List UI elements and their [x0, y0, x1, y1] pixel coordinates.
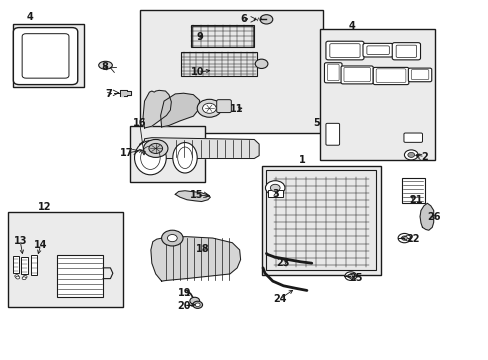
Text: 13: 13 — [14, 236, 27, 246]
Text: 1: 1 — [298, 155, 305, 165]
FancyBboxPatch shape — [325, 41, 363, 60]
FancyBboxPatch shape — [324, 63, 341, 83]
Polygon shape — [419, 203, 433, 230]
Polygon shape — [120, 90, 131, 96]
Bar — [181, 51, 256, 76]
Circle shape — [161, 230, 183, 246]
Circle shape — [397, 233, 410, 243]
Circle shape — [260, 15, 272, 24]
Text: 15: 15 — [189, 190, 203, 200]
Bar — [401, 178, 424, 203]
Circle shape — [202, 103, 216, 113]
Bar — [21, 257, 27, 274]
Text: 9: 9 — [196, 32, 203, 41]
Circle shape — [15, 275, 19, 278]
Bar — [261, 166, 380, 275]
Ellipse shape — [134, 141, 166, 175]
Circle shape — [167, 234, 177, 242]
Ellipse shape — [172, 143, 197, 173]
Text: 21: 21 — [408, 195, 422, 205]
Circle shape — [255, 59, 267, 68]
Circle shape — [16, 276, 20, 279]
Text: 2: 2 — [421, 152, 427, 162]
Text: 18: 18 — [196, 244, 209, 254]
Text: 10: 10 — [190, 67, 204, 77]
Text: 25: 25 — [348, 273, 362, 283]
Text: 26: 26 — [426, 212, 440, 221]
Bar — [266, 170, 375, 270]
Circle shape — [344, 272, 356, 280]
Circle shape — [143, 139, 167, 157]
Text: 8: 8 — [102, 62, 108, 72]
FancyBboxPatch shape — [325, 123, 339, 145]
Polygon shape — [151, 237, 240, 281]
FancyBboxPatch shape — [372, 67, 408, 85]
Bar — [31, 255, 37, 275]
FancyBboxPatch shape — [407, 68, 431, 82]
Ellipse shape — [99, 61, 112, 69]
Circle shape — [22, 277, 26, 280]
Circle shape — [270, 184, 280, 192]
Text: 19: 19 — [178, 288, 191, 298]
Circle shape — [401, 236, 407, 240]
Circle shape — [407, 152, 414, 157]
Circle shape — [149, 143, 162, 153]
Bar — [320, 30, 434, 160]
Polygon shape — [175, 191, 210, 202]
Circle shape — [192, 301, 202, 309]
Text: 4: 4 — [26, 12, 33, 22]
Text: 14: 14 — [34, 240, 47, 250]
Text: 17: 17 — [120, 148, 133, 158]
Circle shape — [197, 99, 221, 117]
FancyBboxPatch shape — [216, 100, 231, 113]
Text: 23: 23 — [275, 258, 289, 268]
Bar — [267, 190, 282, 197]
Text: 12: 12 — [38, 202, 51, 212]
Bar — [130, 126, 205, 182]
Circle shape — [189, 297, 199, 305]
Text: 5: 5 — [313, 118, 319, 128]
Bar — [8, 212, 122, 307]
Circle shape — [404, 150, 417, 160]
Bar — [191, 26, 253, 46]
Text: 20: 20 — [177, 301, 190, 311]
Bar — [13, 24, 83, 87]
Bar — [140, 10, 322, 134]
Circle shape — [265, 181, 285, 195]
Text: 24: 24 — [272, 294, 286, 304]
FancyBboxPatch shape — [391, 42, 420, 60]
FancyBboxPatch shape — [340, 66, 372, 84]
Text: 3: 3 — [272, 189, 279, 199]
Polygon shape — [140, 138, 259, 158]
FancyBboxPatch shape — [13, 28, 78, 85]
Text: 4: 4 — [347, 21, 354, 31]
Bar — [13, 256, 19, 273]
Polygon shape — [143, 90, 171, 128]
FancyBboxPatch shape — [362, 43, 392, 57]
Text: 11: 11 — [230, 104, 244, 114]
Bar — [57, 255, 103, 297]
Circle shape — [23, 275, 27, 278]
Bar — [190, 25, 254, 47]
Text: 16: 16 — [133, 118, 146, 128]
Circle shape — [195, 303, 200, 307]
Text: 6: 6 — [240, 14, 247, 24]
Text: 22: 22 — [405, 234, 419, 244]
Circle shape — [347, 274, 352, 278]
FancyBboxPatch shape — [403, 133, 422, 142]
Text: 7: 7 — [105, 89, 112, 99]
Polygon shape — [160, 93, 199, 127]
